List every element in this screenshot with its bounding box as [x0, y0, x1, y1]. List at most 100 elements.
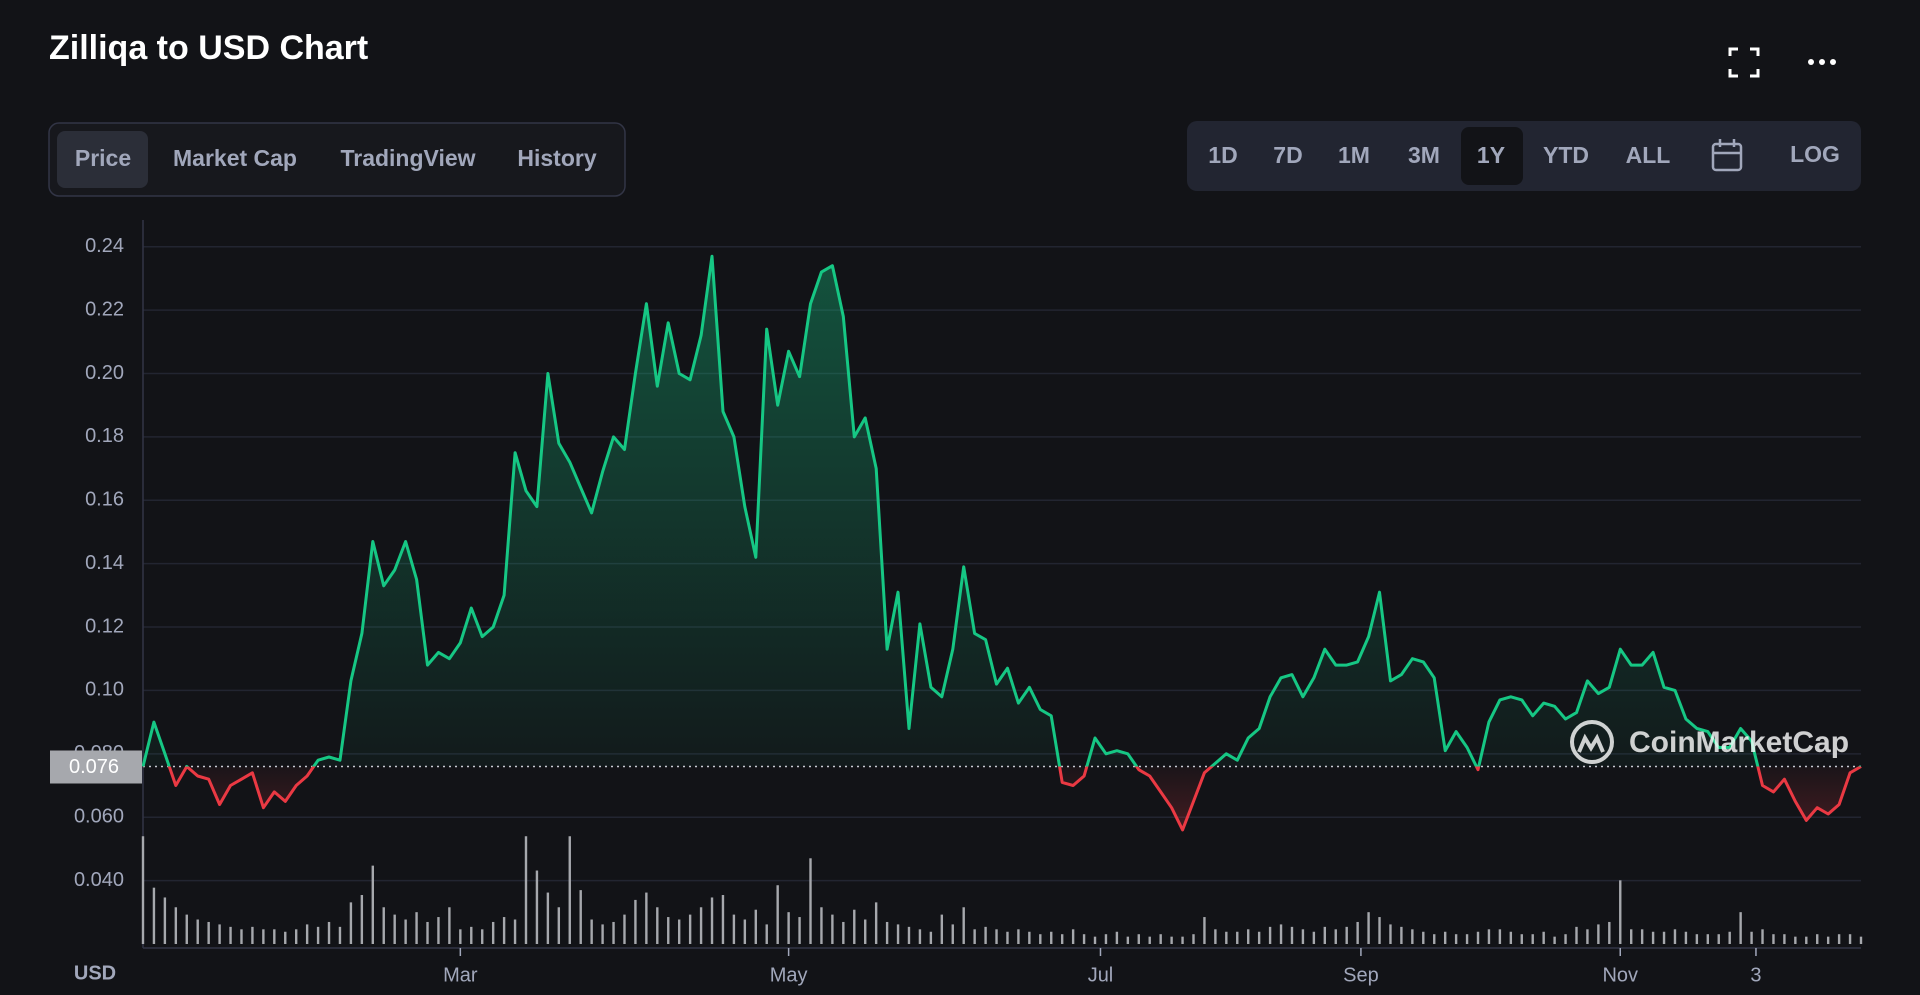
range-button[interactable]: 1D [1208, 142, 1237, 168]
volume-bar [1826, 936, 1830, 944]
volume-bar [1137, 934, 1140, 944]
active-range-bg [1461, 127, 1523, 185]
volume-bar [1640, 929, 1644, 944]
volume-bar [1367, 912, 1370, 944]
volume-bar [1859, 936, 1863, 944]
range-button[interactable]: YTD [1543, 142, 1589, 168]
volume-bar [524, 836, 528, 944]
volume-bar [1476, 931, 1480, 944]
volume-bar [426, 921, 429, 944]
volume-bar [1848, 934, 1852, 944]
volume-bar [459, 929, 462, 944]
x-tick-label: Sep [1343, 964, 1379, 986]
volume-bar [995, 929, 998, 944]
volume-bar [798, 917, 801, 944]
volume-bar [1071, 929, 1075, 944]
volume-bar [1159, 934, 1162, 944]
volume-bar [1301, 929, 1305, 944]
calendar-button[interactable] [1711, 139, 1743, 172]
volume-bar [185, 914, 188, 944]
volume-bar [1268, 926, 1272, 944]
tab[interactable]: Market Cap [173, 145, 297, 171]
y-tick-label: 0.040 [74, 869, 124, 891]
volume-bar [196, 919, 199, 944]
range-button[interactable]: 1Y [1477, 142, 1505, 168]
volume-bar [535, 870, 539, 944]
volume-bar [481, 929, 484, 944]
y-tick-label: 0.14 [85, 552, 124, 574]
volume-bar [1050, 931, 1053, 944]
volume-bar [1334, 929, 1337, 944]
volume-bar [765, 924, 768, 944]
volume-bar [1247, 929, 1250, 944]
active-tab-bg [57, 131, 148, 188]
volume-bar [1389, 924, 1392, 944]
volume-bar [1225, 931, 1228, 944]
volume-bar [1586, 929, 1589, 944]
volume-bar [1181, 936, 1184, 944]
tab[interactable]: History [517, 145, 596, 171]
volume-bar [1356, 921, 1359, 944]
range-button[interactable]: 1M [1338, 142, 1370, 168]
y-tick-label: 0.10 [85, 679, 124, 701]
volume-bar [864, 919, 867, 944]
volume-bar [141, 836, 145, 944]
volume-bar [973, 929, 976, 944]
fullscreen-button[interactable] [1728, 47, 1760, 78]
tab[interactable]: Price [75, 145, 131, 171]
volume-bar [513, 919, 517, 944]
volume-bar [1651, 931, 1655, 944]
volume-bar [1422, 931, 1425, 944]
volume-bar [590, 919, 593, 944]
range-button[interactable]: ALL [1626, 142, 1671, 168]
volume-bar [1378, 917, 1381, 944]
more-button[interactable] [1808, 59, 1836, 65]
volume-bar [152, 887, 156, 944]
volume-bar [645, 892, 648, 944]
volume-bar [776, 885, 779, 944]
volume-bar [688, 914, 692, 944]
volume-bar [1662, 931, 1666, 944]
volume-bar [1203, 917, 1206, 944]
volume-bar [1520, 934, 1523, 944]
volume-bar [1279, 924, 1283, 944]
volume-bar [1805, 936, 1808, 944]
grid [143, 245, 1861, 882]
volume-bar [853, 909, 856, 944]
tab[interactable]: TradingView [340, 145, 475, 171]
range-button[interactable]: 3M [1408, 142, 1440, 168]
y-unit-label: USD [74, 962, 116, 984]
volume-bar [1575, 926, 1578, 944]
volume-bar [393, 914, 396, 944]
volume-bar [940, 914, 944, 944]
volume-bar [371, 865, 374, 944]
watermark: CoinMarketCap [1629, 726, 1849, 759]
range-button[interactable]: 7D [1273, 142, 1302, 168]
volume-bar [1433, 934, 1436, 944]
volume-bar [1608, 921, 1611, 944]
volume-bar [316, 926, 320, 944]
volume-bar [1553, 936, 1556, 944]
volume-bar [1312, 931, 1316, 944]
volume-bar [491, 921, 495, 944]
volume-bar [1454, 934, 1458, 944]
volume-bar [1170, 936, 1173, 944]
y-tick-label: 0.060 [74, 805, 124, 827]
log-button[interactable]: LOG [1790, 141, 1840, 167]
volume-bar [360, 895, 364, 944]
volume-bar [809, 858, 812, 944]
volume-bar [1236, 931, 1239, 944]
volume-bar [732, 914, 736, 944]
volume-bar [743, 919, 747, 944]
volume-bar [710, 897, 714, 944]
volume-bar [1323, 926, 1327, 944]
volume-bar [1006, 931, 1009, 944]
volume-bar [918, 929, 922, 944]
volume-bar [1192, 934, 1195, 944]
volume-bar [1126, 936, 1130, 944]
volume-bar [612, 921, 615, 944]
volume-bar [1761, 929, 1764, 944]
x-tick-label: May [770, 964, 808, 986]
volume-bar [404, 919, 407, 944]
